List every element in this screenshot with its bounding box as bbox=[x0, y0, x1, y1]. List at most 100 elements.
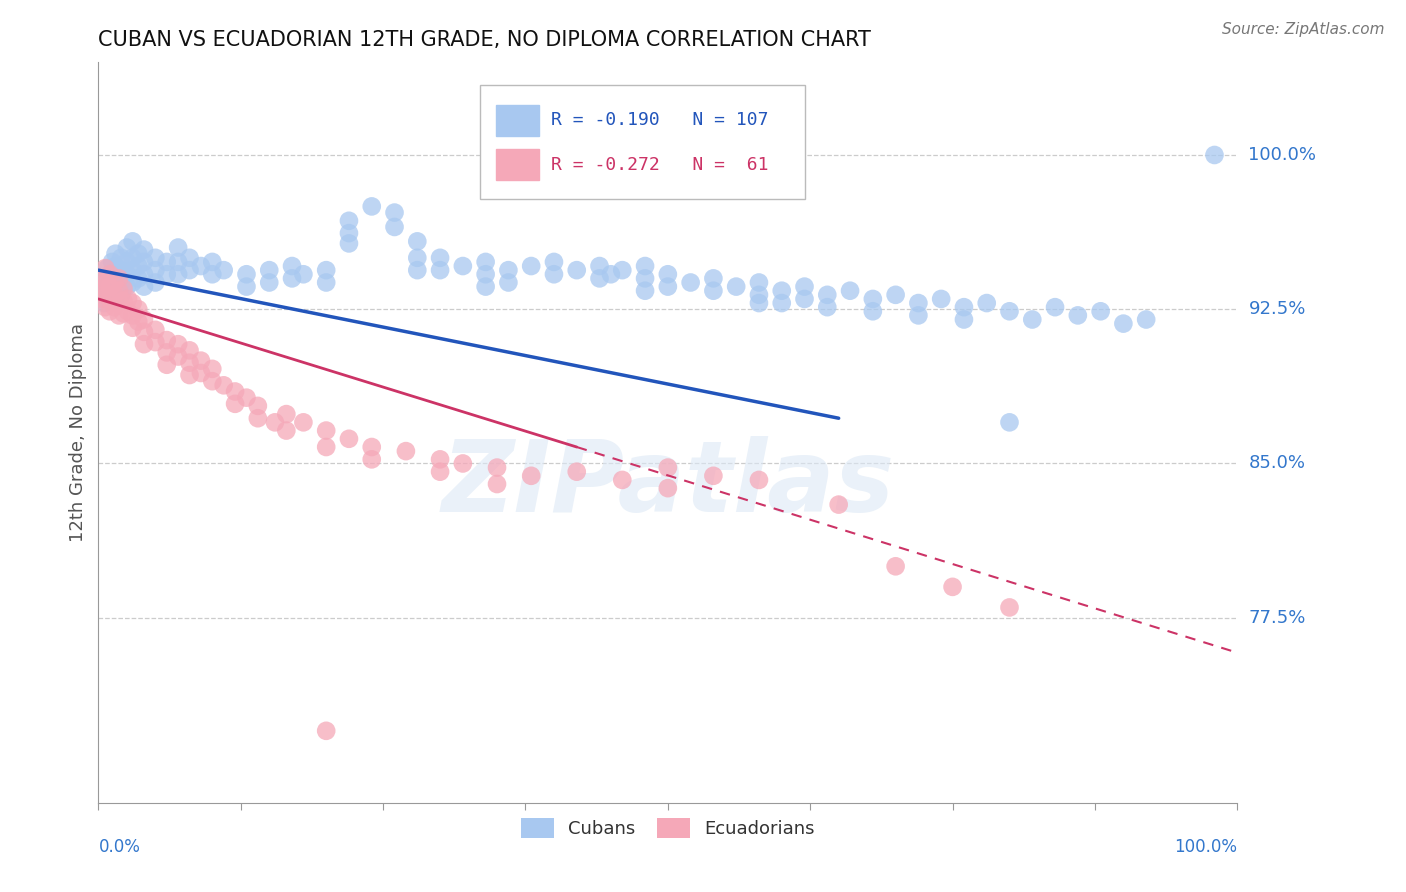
Point bbox=[101, 255, 124, 269]
Point bbox=[167, 240, 190, 254]
Point bbox=[976, 296, 998, 310]
Point bbox=[1090, 304, 1112, 318]
Point bbox=[360, 452, 382, 467]
Point bbox=[167, 255, 190, 269]
Point bbox=[565, 263, 588, 277]
Point bbox=[429, 465, 451, 479]
Point bbox=[884, 559, 907, 574]
Point bbox=[315, 276, 337, 290]
Point bbox=[110, 276, 132, 290]
Point bbox=[132, 267, 155, 281]
Point bbox=[104, 246, 127, 260]
Point bbox=[179, 251, 201, 265]
FancyBboxPatch shape bbox=[479, 85, 804, 200]
Text: 92.5%: 92.5% bbox=[1249, 301, 1306, 318]
Point bbox=[474, 267, 496, 281]
Point bbox=[127, 314, 149, 328]
Point bbox=[276, 424, 298, 438]
Point bbox=[600, 267, 623, 281]
Point bbox=[145, 335, 167, 350]
Point bbox=[190, 259, 212, 273]
Point bbox=[406, 251, 429, 265]
Point bbox=[1112, 317, 1135, 331]
Point bbox=[246, 399, 269, 413]
Point bbox=[486, 460, 509, 475]
Point bbox=[337, 236, 360, 251]
Point bbox=[179, 356, 201, 370]
Text: R = -0.190   N = 107: R = -0.190 N = 107 bbox=[551, 112, 768, 129]
Point bbox=[104, 282, 127, 296]
Point bbox=[862, 304, 884, 318]
Point bbox=[543, 255, 565, 269]
Point bbox=[145, 251, 167, 265]
Point bbox=[998, 415, 1021, 429]
Point bbox=[94, 276, 117, 290]
Point bbox=[93, 296, 115, 310]
Point bbox=[406, 235, 429, 249]
Point bbox=[156, 267, 179, 281]
Point bbox=[132, 337, 155, 351]
Point bbox=[167, 267, 190, 281]
Point bbox=[145, 323, 167, 337]
Point bbox=[156, 345, 179, 359]
Point bbox=[612, 263, 634, 277]
Text: 0.0%: 0.0% bbox=[98, 838, 141, 855]
Point bbox=[634, 259, 657, 273]
Point bbox=[90, 282, 112, 296]
Legend: Cubans, Ecuadorians: Cubans, Ecuadorians bbox=[515, 810, 821, 846]
Point bbox=[679, 276, 702, 290]
Point bbox=[101, 267, 124, 281]
Text: Source: ZipAtlas.com: Source: ZipAtlas.com bbox=[1222, 22, 1385, 37]
Point bbox=[276, 407, 298, 421]
Point bbox=[201, 362, 224, 376]
Point bbox=[112, 293, 135, 308]
Point bbox=[96, 292, 118, 306]
Point bbox=[103, 288, 125, 302]
Point bbox=[657, 279, 679, 293]
Text: CUBAN VS ECUADORIAN 12TH GRADE, NO DIPLOMA CORRELATION CHART: CUBAN VS ECUADORIAN 12TH GRADE, NO DIPLO… bbox=[98, 29, 872, 50]
Point bbox=[520, 259, 543, 273]
Point bbox=[907, 296, 929, 310]
Point bbox=[360, 440, 382, 454]
Point bbox=[145, 276, 167, 290]
Point bbox=[815, 300, 838, 314]
Point bbox=[101, 276, 124, 290]
Point bbox=[770, 284, 793, 298]
Point bbox=[657, 267, 679, 281]
Point bbox=[634, 284, 657, 298]
Point bbox=[292, 415, 315, 429]
Point bbox=[104, 259, 127, 273]
Point bbox=[451, 259, 474, 273]
Point bbox=[360, 199, 382, 213]
Point bbox=[337, 214, 360, 228]
Point bbox=[1067, 309, 1090, 323]
Point bbox=[292, 267, 315, 281]
Point bbox=[127, 246, 149, 260]
Point bbox=[179, 263, 201, 277]
Point bbox=[121, 296, 143, 310]
Point bbox=[115, 267, 138, 281]
Point bbox=[884, 288, 907, 302]
Point bbox=[259, 276, 281, 290]
Point bbox=[657, 481, 679, 495]
Point bbox=[337, 432, 360, 446]
Point bbox=[98, 267, 121, 281]
Point bbox=[115, 279, 138, 293]
Point bbox=[224, 397, 246, 411]
Point bbox=[839, 284, 862, 298]
Point bbox=[998, 600, 1021, 615]
Point bbox=[588, 271, 610, 285]
Point bbox=[246, 411, 269, 425]
Point bbox=[127, 271, 149, 285]
Point bbox=[121, 251, 143, 265]
Point bbox=[1204, 148, 1226, 162]
Point bbox=[201, 255, 224, 269]
Point bbox=[828, 498, 851, 512]
Point bbox=[770, 296, 793, 310]
Point bbox=[104, 292, 127, 306]
Point bbox=[94, 300, 117, 314]
Point bbox=[929, 292, 952, 306]
Point bbox=[110, 288, 132, 302]
Point bbox=[451, 457, 474, 471]
Point bbox=[259, 263, 281, 277]
